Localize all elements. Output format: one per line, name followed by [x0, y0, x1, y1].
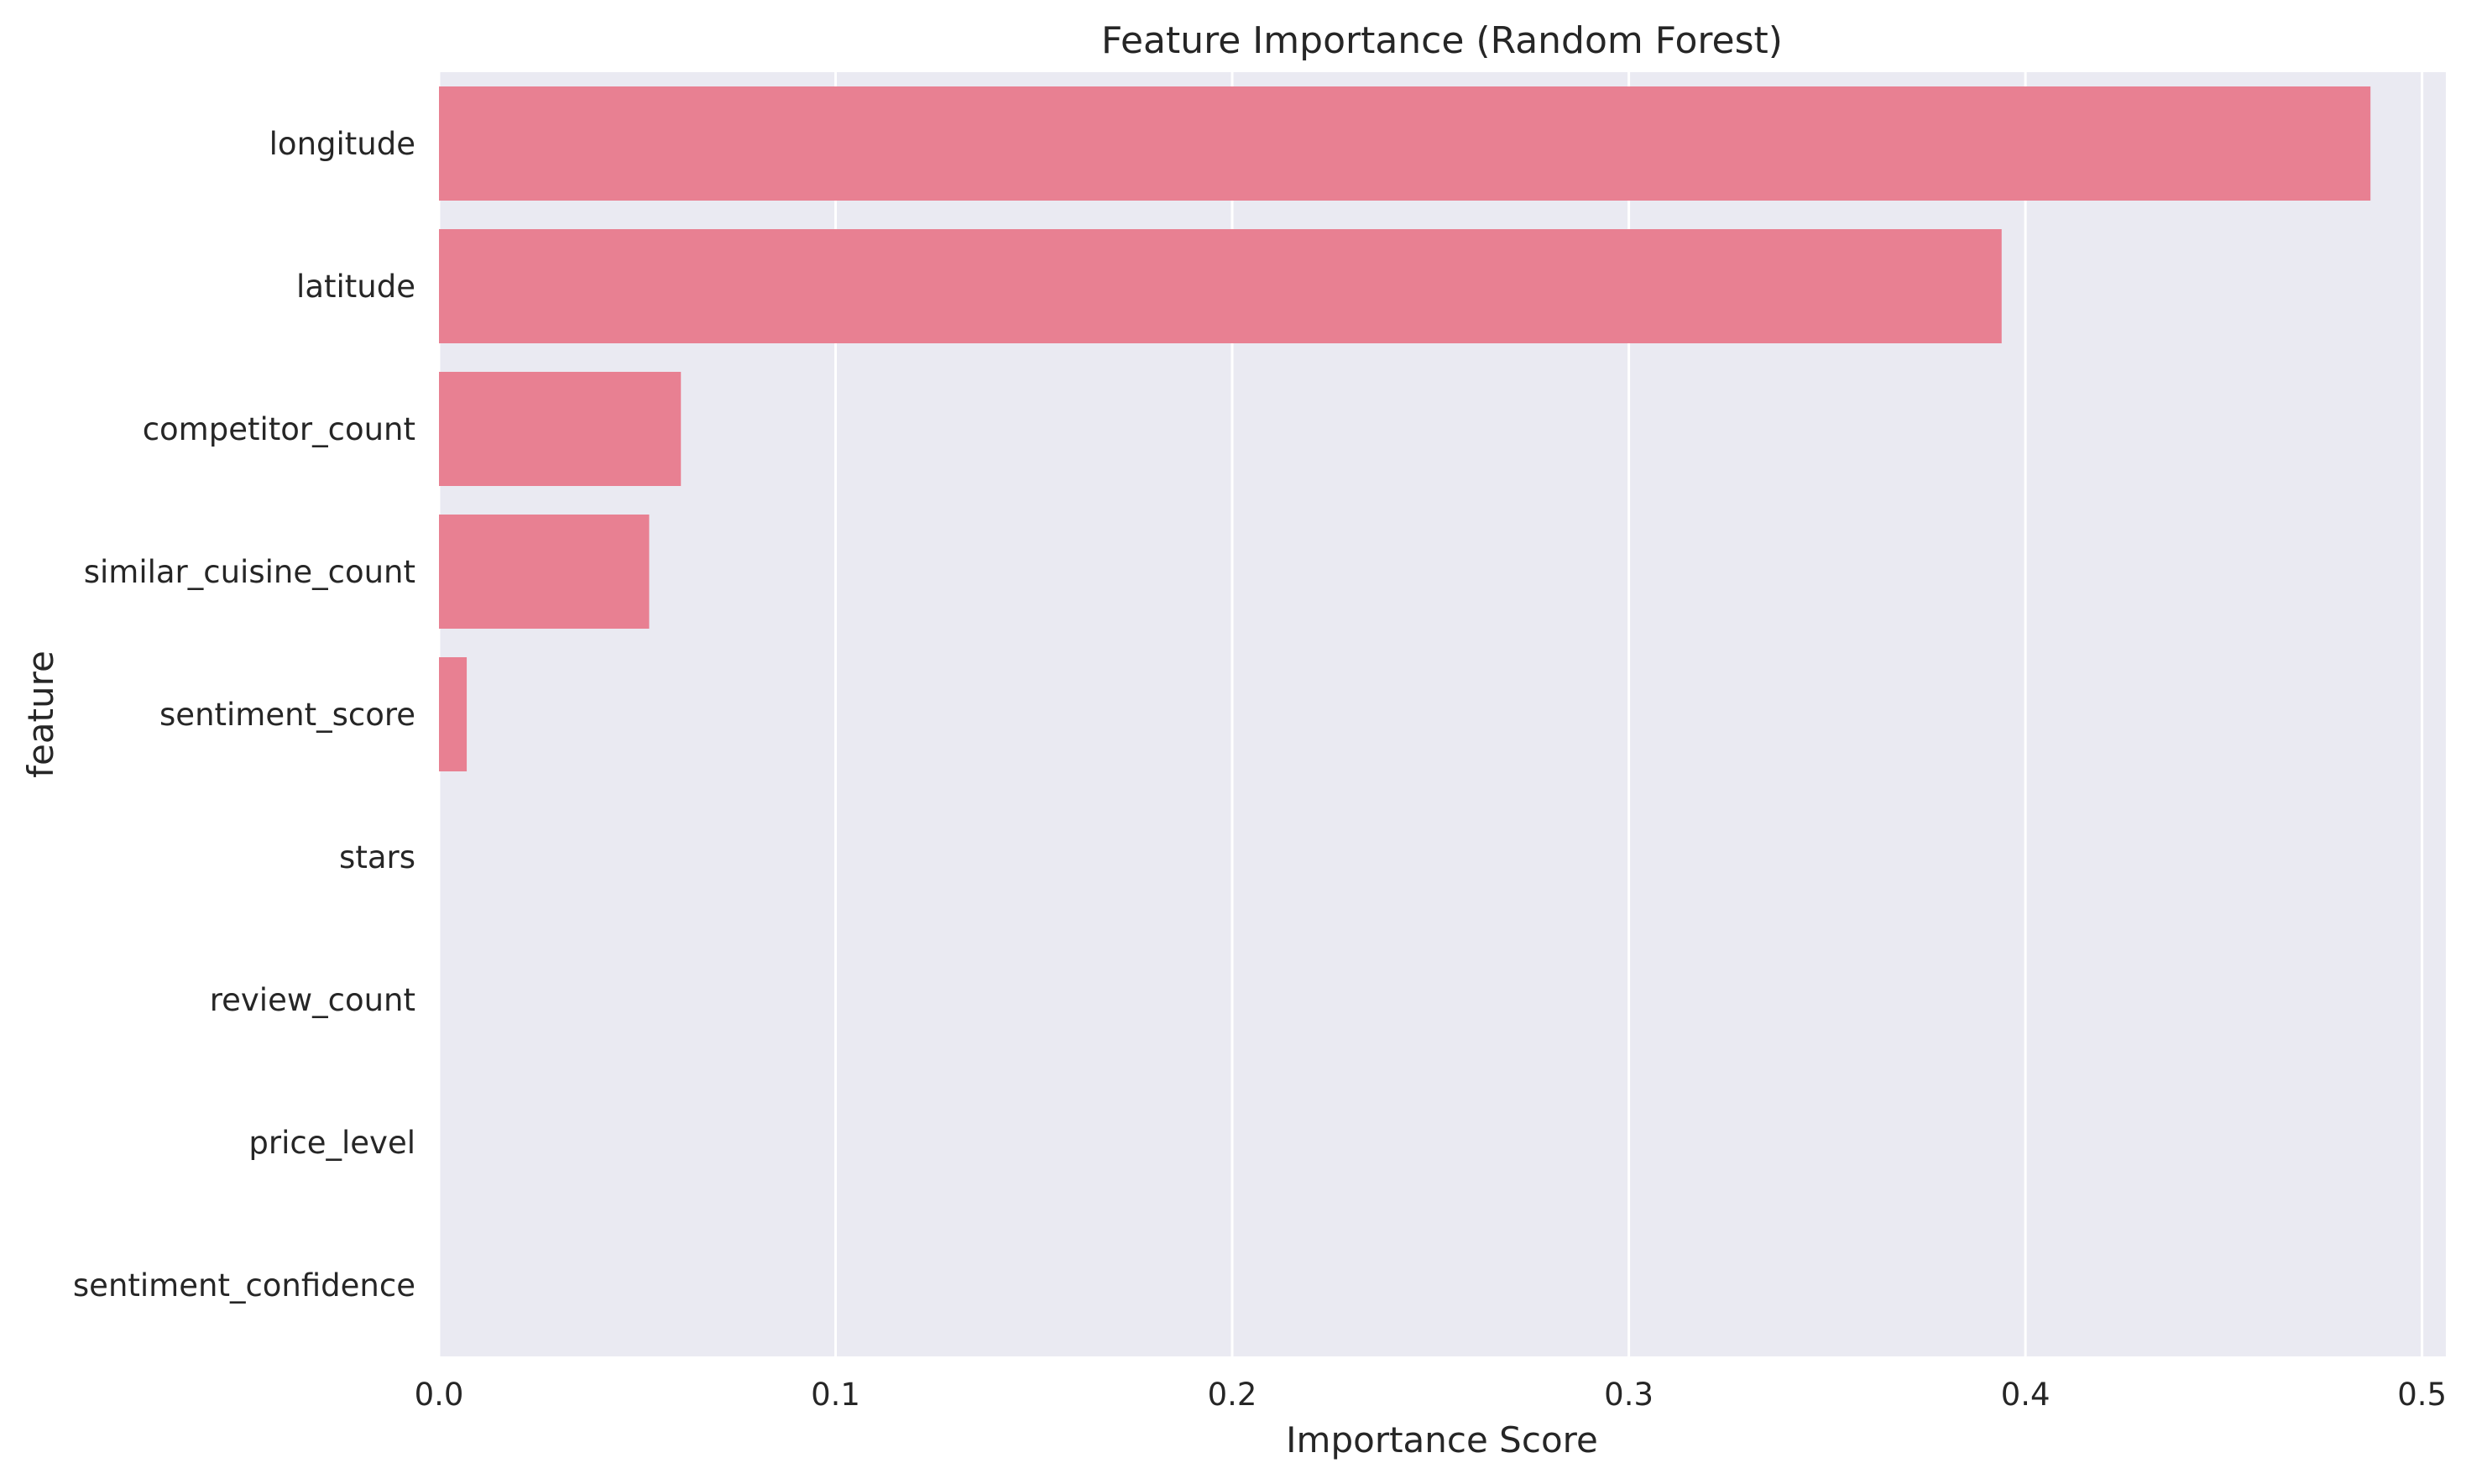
bar-similar-cuisine-count — [439, 515, 650, 629]
x-tick-labels: 0.0 0.1 0.2 0.3 0.4 0.5 — [415, 1377, 2447, 1413]
y-tick-label: sentiment_score — [159, 697, 415, 733]
y-tick-label: competitor_count — [143, 411, 415, 447]
x-tick-label: 0.4 — [2001, 1377, 2051, 1413]
bar-latitude — [439, 229, 2002, 343]
y-tick-label: latitude — [296, 269, 415, 305]
bar-longitude — [439, 86, 2371, 201]
bar-sentiment-score — [439, 657, 468, 771]
y-tick-label: sentiment_confidence — [73, 1267, 415, 1304]
y-tick-labels: longitude latitude competitor_countsimilar… — [73, 126, 415, 1304]
y-tick-label: stars — [339, 839, 415, 875]
y-axis-label: feature — [20, 651, 61, 778]
x-tick-label: 0.2 — [1208, 1377, 1257, 1413]
bars — [439, 86, 2371, 771]
x-tick-label: 0.3 — [1604, 1377, 1653, 1413]
y-tick-label: similar_cuisine_count — [84, 554, 415, 590]
y-tick-label: longitude — [269, 126, 415, 162]
x-tick-label: 0.0 — [415, 1377, 464, 1413]
x-tick-label: 0.1 — [811, 1377, 860, 1413]
chart-title: Feature Importance (Random Forest) — [1101, 19, 1783, 62]
x-axis-label: Importance Score — [1286, 1419, 1598, 1460]
bar-competitor-count — [439, 372, 682, 486]
y-tick-label: review_count — [210, 982, 415, 1018]
x-tick-label: 0.5 — [2397, 1377, 2447, 1413]
y-tick-label: price_level — [248, 1125, 415, 1161]
